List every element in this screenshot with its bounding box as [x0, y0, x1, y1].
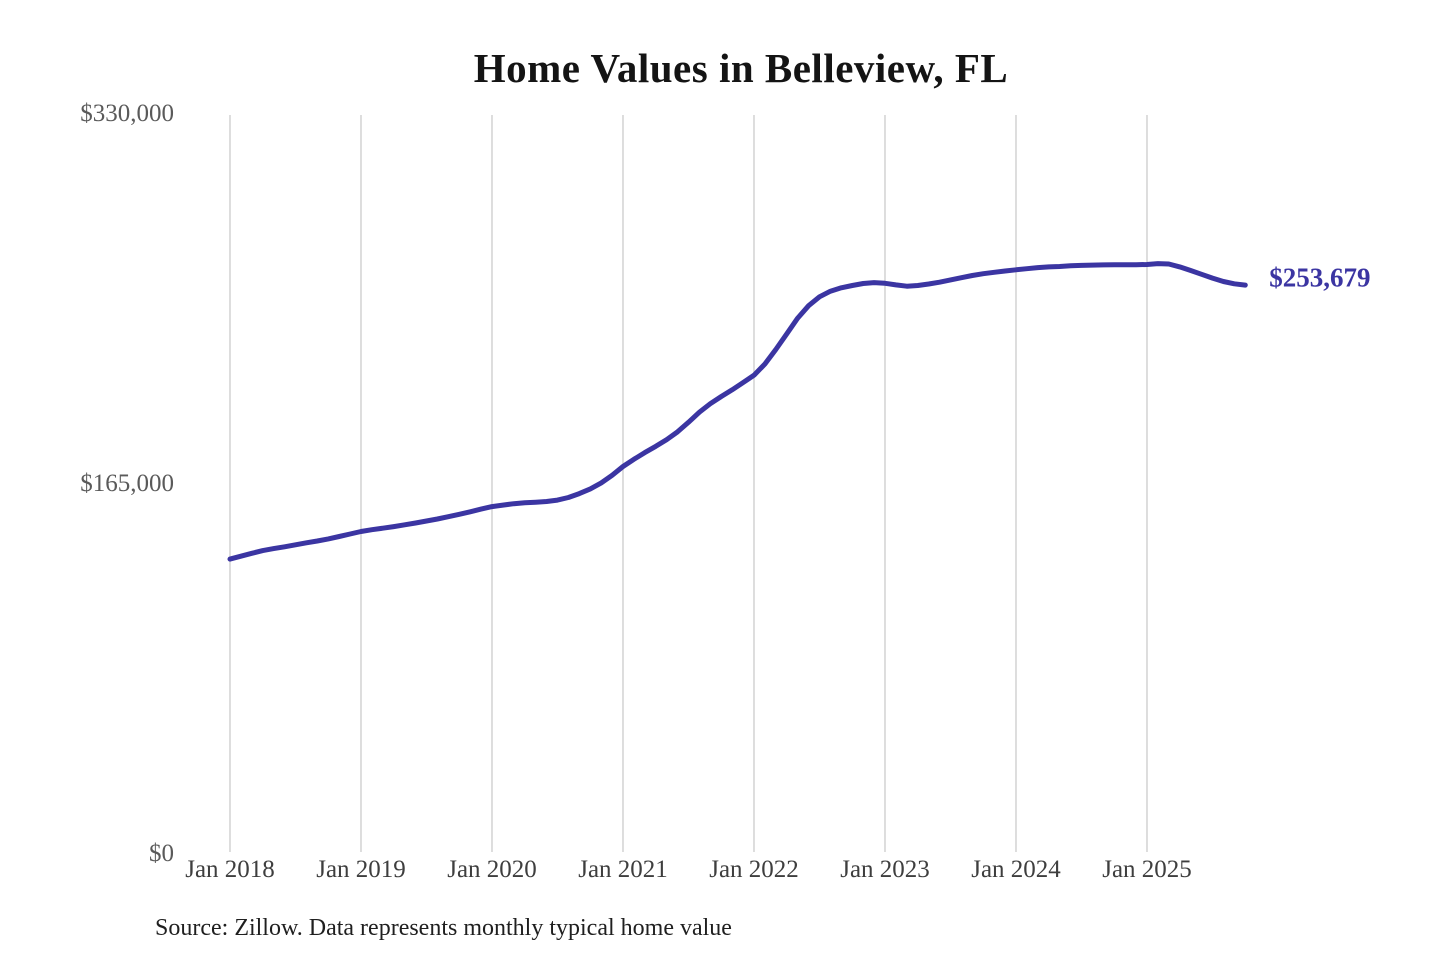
x-tick-label-jan-2019: Jan 2019: [316, 856, 406, 883]
x-tick-label-jan-2025: Jan 2025: [1102, 856, 1192, 883]
y-tick-label-330000: $330,000: [80, 100, 174, 127]
x-tick-label-jan-2020: Jan 2020: [447, 856, 537, 883]
x-tick-label-jan-2023: Jan 2023: [840, 856, 930, 883]
home-value-trend-line: [227, 261, 1248, 562]
y-tick-label-0: $0: [149, 840, 174, 867]
x-tick-label-jan-2024: Jan 2024: [971, 856, 1061, 883]
x-tick-label-jan-2022: Jan 2022: [709, 856, 799, 883]
x-tick-label-jan-2021: Jan 2021: [578, 856, 668, 883]
x-tick-label-jan-2018: Jan 2018: [185, 856, 275, 883]
source-note: Source: Zillow. Data represents monthly …: [155, 915, 732, 941]
vertical-gridlines: [229, 115, 1148, 852]
latest-value-label: $253,679: [1269, 262, 1371, 293]
y-tick-label-165000: $165,000: [80, 470, 174, 497]
chart-title: Home Values in Belleview, FL: [473, 45, 1009, 91]
